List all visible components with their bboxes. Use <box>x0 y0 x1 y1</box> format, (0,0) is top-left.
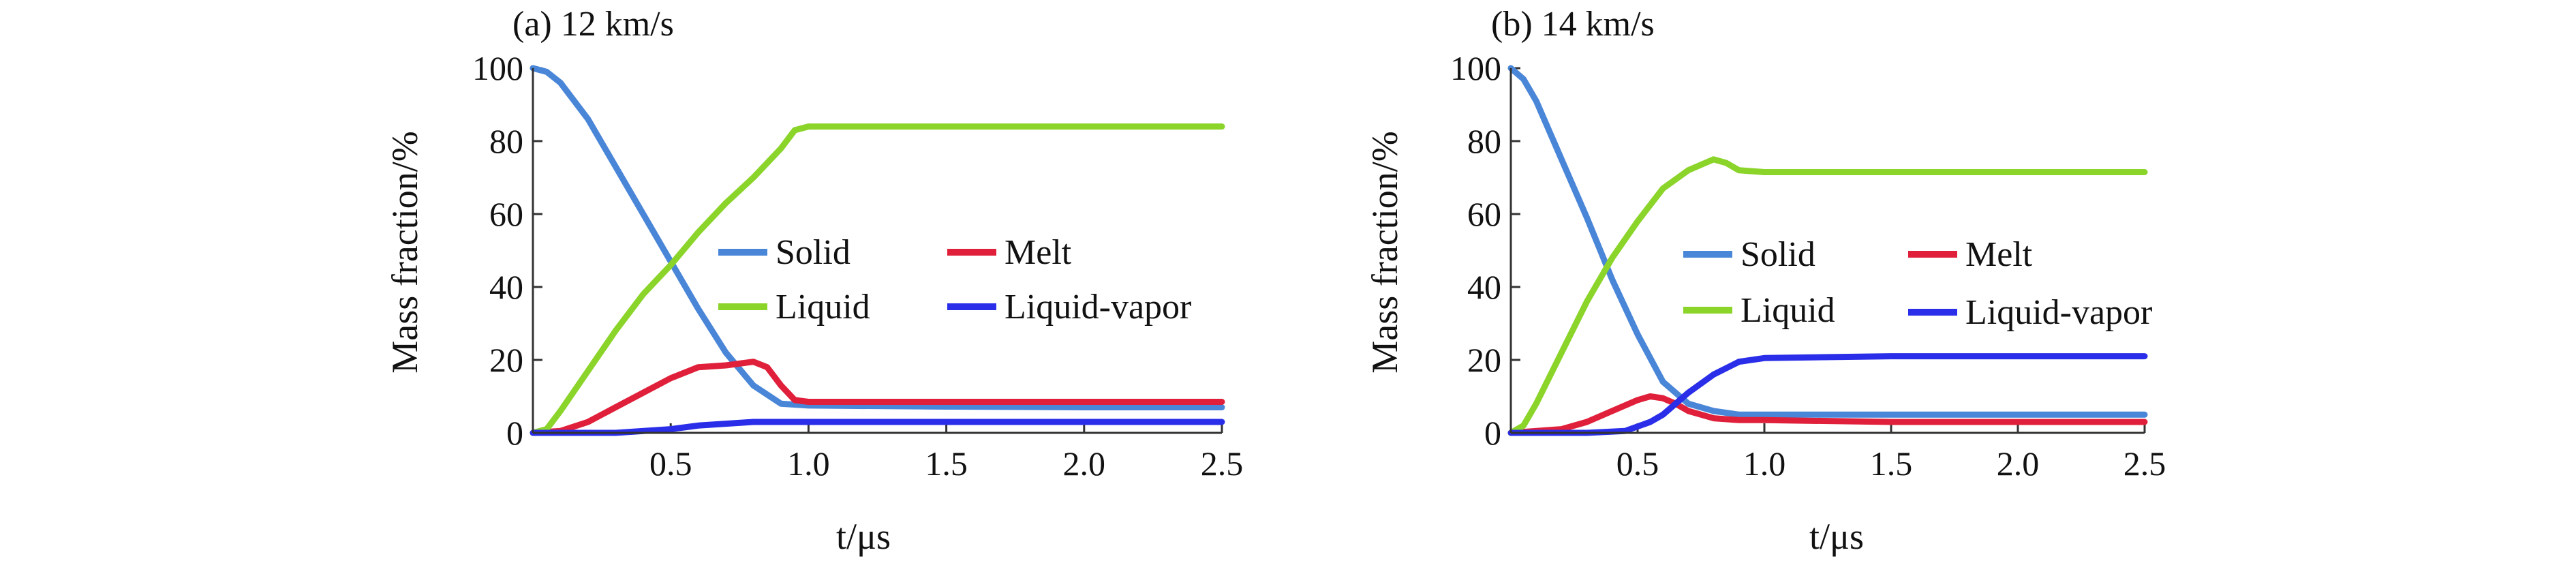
panel-b-xtick-label-1: 1.0 <box>1743 444 1786 483</box>
panel-a-xtick-label-1: 1.0 <box>787 444 830 483</box>
panel-b-legend-liquid: Liquid <box>1741 291 1835 330</box>
panel-a-legend-melt: Melt <box>1005 233 1072 272</box>
panel-b-ylabel: Mass fraction/% <box>1364 131 1405 373</box>
panel-b-ticks: 0 20 40 60 80 100 0.5 1.0 1.5 2.0 2.5 <box>1450 49 2166 483</box>
panel-a-ytick-label-100: 100 <box>472 49 523 87</box>
panel-a-ticks: 0 20 40 60 80 100 0.5 1.0 1.5 2.0 2.5 <box>472 49 1243 483</box>
panel-a-series-melt <box>530 359 1225 436</box>
panel-a-series-liquid <box>530 123 1225 436</box>
panel-a-legend-liquid: Liquid <box>776 288 870 327</box>
panel-b-legend-solid: Solid <box>1741 235 1815 274</box>
panel-b-series-liquid <box>1507 156 2148 436</box>
panel-b-ytick-label-40: 40 <box>1467 268 1501 306</box>
panel-b: (b) 14 km/s Mass fraction/% t/μs 0 20 40 60… <box>1364 5 2166 557</box>
panel-a-legend-liquid-vapor: Liquid-vapor <box>1005 288 1191 327</box>
panel-a-axes <box>532 68 1222 434</box>
panel-a-xtick-label-2: 2.0 <box>1063 444 1106 483</box>
panel-a-title: (a) 12 km/s <box>512 5 674 44</box>
panel-a-legend-solid: Solid <box>776 233 850 272</box>
panel-b-series <box>1507 65 2148 436</box>
panel-a-ytick-label-60: 60 <box>489 195 523 233</box>
panel-a-ytick-label-20: 20 <box>489 341 523 379</box>
panel-b-legend-melt: Melt <box>1965 235 2033 274</box>
panel-a-series <box>530 65 1225 436</box>
panel-a-xlabel: t/μs <box>836 516 891 557</box>
panel-b-title: (b) 14 km/s <box>1491 5 1655 44</box>
panel-b-xlabel: t/μs <box>1809 516 1864 557</box>
panel-b-legend-liquid-vapor: Liquid-vapor <box>1965 293 2152 332</box>
panel-b-xtick-label-0-5: 0.5 <box>1616 444 1659 483</box>
panel-a-xtick-label-2-5: 2.5 <box>1201 444 1244 483</box>
panel-b-series-solid <box>1507 65 2148 418</box>
panel-a-legend: Solid Melt Liquid Liquid-vapor <box>718 233 1191 327</box>
panel-b-xtick-label-1-5: 1.5 <box>1870 444 1913 483</box>
panel-b-ytick-label-100: 100 <box>1450 49 1501 87</box>
panel-b-series-liquid-vapor <box>1507 353 2148 436</box>
panel-a-series-solid <box>530 65 1225 410</box>
panel-b-xtick-label-2: 2.0 <box>1997 444 2040 483</box>
panel-a-ytick-label-0: 0 <box>506 414 523 452</box>
panel-a-ytick-label-80: 80 <box>489 122 523 160</box>
panel-a-ytick-label-40: 40 <box>489 268 523 306</box>
panel-b-ytick-label-0: 0 <box>1484 414 1501 452</box>
panel-a: (a) 12 km/s Mass fraction/% t/μs 0 20 40 60… <box>384 5 1243 557</box>
panel-b-ytick-label-20: 20 <box>1467 341 1501 379</box>
panel-b-legend: Solid Melt Liquid Liquid-vapor <box>1683 235 2152 332</box>
panel-b-xtick-label-2-5: 2.5 <box>2123 444 2166 483</box>
panel-a-xtick-label-1-5: 1.5 <box>925 444 968 483</box>
panel-b-ytick-label-60: 60 <box>1467 195 1501 233</box>
panel-a-ylabel: Mass fraction/% <box>384 131 425 373</box>
panel-a-xtick-label-0-5: 0.5 <box>649 444 692 483</box>
panel-b-axes <box>1509 68 2145 434</box>
panel-a-series-liquid-vapor <box>530 419 1225 436</box>
panel-b-ytick-label-80: 80 <box>1467 122 1501 160</box>
